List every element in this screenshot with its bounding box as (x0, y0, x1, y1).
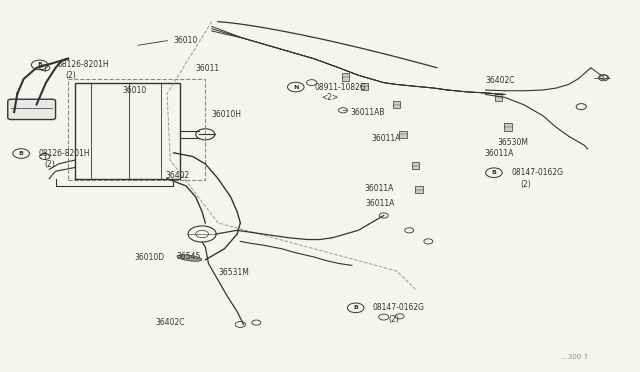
Bar (361, 83, 369, 90)
Bar (415, 186, 422, 193)
Text: 36402: 36402 (166, 171, 190, 180)
Bar (504, 123, 512, 131)
Text: B: B (37, 62, 42, 67)
Text: 08147-0162G: 08147-0162G (373, 303, 425, 312)
Bar (412, 162, 419, 169)
Text: 08126-8201H: 08126-8201H (58, 60, 109, 70)
Text: 36530M: 36530M (497, 138, 528, 147)
Bar (399, 131, 406, 138)
Text: 36011A: 36011A (365, 185, 394, 193)
Text: 36011A: 36011A (484, 149, 514, 158)
Text: 08126-8201H: 08126-8201H (39, 149, 91, 158)
Text: N: N (293, 84, 298, 90)
FancyBboxPatch shape (8, 99, 56, 119)
Text: 36010H: 36010H (212, 109, 242, 119)
Text: (2): (2) (45, 160, 56, 169)
Ellipse shape (177, 255, 202, 261)
Text: 36531M: 36531M (218, 268, 249, 277)
Text: 36402C: 36402C (486, 76, 515, 84)
Text: 36545: 36545 (177, 252, 201, 262)
Text: 08147-0162G: 08147-0162G (511, 168, 563, 177)
Text: 36010D: 36010D (134, 253, 164, 263)
Text: 36011A: 36011A (366, 199, 396, 208)
Text: B: B (492, 170, 497, 175)
Text: <2>: <2> (321, 93, 339, 102)
Bar (495, 94, 502, 101)
Bar (68, 79, 205, 180)
Text: 36010: 36010 (173, 36, 198, 45)
Bar (393, 101, 400, 109)
Text: 36011AB: 36011AB (351, 108, 385, 118)
Text: 08911-1082G: 08911-1082G (314, 83, 366, 92)
Text: ...300 7: ...300 7 (561, 353, 588, 360)
Text: B: B (19, 151, 24, 156)
Text: 36011A: 36011A (371, 134, 401, 143)
Bar (342, 73, 349, 81)
Text: 36402C: 36402C (156, 318, 185, 327)
Text: B: B (353, 305, 358, 310)
Text: 36010: 36010 (122, 86, 147, 95)
Text: (2): (2) (65, 71, 76, 80)
Text: (2): (2) (521, 180, 531, 189)
Text: 36011: 36011 (196, 64, 220, 73)
Text: (2): (2) (389, 315, 399, 324)
